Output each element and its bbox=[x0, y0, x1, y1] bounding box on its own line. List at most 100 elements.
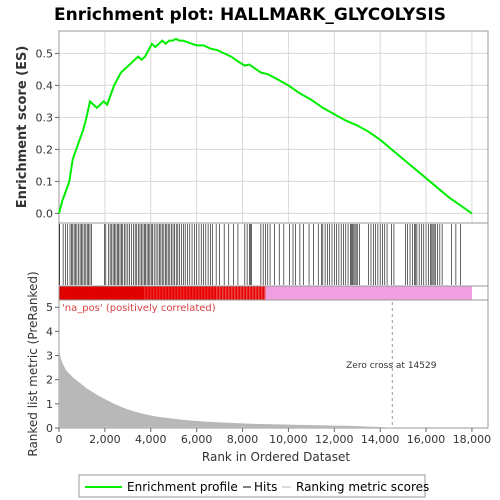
x-tick-label: 4,000 bbox=[135, 433, 167, 446]
color-bar-stripe bbox=[87, 286, 89, 300]
color-bar-negative bbox=[265, 286, 472, 300]
ranked-metric-panel: Zero cross at 14529 'na_pos' (positively… bbox=[26, 271, 489, 457]
color-bar-stripe bbox=[177, 286, 179, 300]
color-bar-stripe bbox=[123, 286, 125, 300]
color-bar-stripe bbox=[81, 286, 83, 300]
color-bar-stripe bbox=[69, 286, 71, 300]
color-bar-stripe bbox=[198, 286, 200, 300]
color-bar-stripe bbox=[222, 286, 224, 300]
color-bar-stripe bbox=[243, 286, 245, 300]
color-bar-stripe bbox=[180, 286, 182, 300]
metric-y-tick-label: 2 bbox=[46, 374, 53, 387]
color-bar-stripe bbox=[162, 286, 164, 300]
x-tick-label: 10,000 bbox=[269, 433, 308, 446]
color-bar-stripe bbox=[102, 286, 104, 300]
es-line bbox=[58, 37, 473, 215]
es-y-tick-label: 0.1 bbox=[36, 175, 54, 188]
color-bar-stripe bbox=[195, 286, 197, 300]
color-bar-stripe bbox=[219, 286, 221, 300]
es-gridlines bbox=[58, 31, 488, 223]
color-bar-stripe bbox=[225, 286, 227, 300]
color-bar-stripe bbox=[192, 286, 194, 300]
legend-hits-label: Hits bbox=[254, 480, 277, 494]
color-bar-stripe bbox=[99, 286, 101, 300]
color-bar-stripe bbox=[216, 286, 218, 300]
color-bar-stripe bbox=[255, 286, 257, 300]
color-bar-stripe bbox=[264, 286, 266, 300]
chart-title: Enrichment plot: HALLMARK_GLYCOLYSIS bbox=[54, 5, 446, 25]
x-axis: 0 2,000 4,000 6,000 8,000 10,000 12,000 14,000 1… bbox=[56, 428, 491, 464]
color-bar-stripe bbox=[156, 286, 158, 300]
color-bar-stripe bbox=[168, 286, 170, 300]
color-bar-stripe bbox=[261, 286, 263, 300]
color-bar-stripe bbox=[201, 286, 203, 300]
metric-y-axis-label: Ranked list metric (PreRanked) bbox=[26, 271, 40, 456]
metric-panel-frame bbox=[58, 299, 489, 429]
color-bar-stripe bbox=[132, 286, 134, 300]
color-bar-stripe bbox=[246, 286, 248, 300]
color-bar-stripe bbox=[108, 286, 110, 300]
color-bar-stripe bbox=[258, 286, 260, 300]
color-bar-stripe bbox=[186, 286, 188, 300]
color-bar-stripe bbox=[84, 286, 86, 300]
color-bar-stripe bbox=[93, 286, 95, 300]
color-bar-stripe bbox=[210, 286, 212, 300]
color-bar-stripe bbox=[147, 286, 149, 300]
color-bar-stripes bbox=[60, 286, 266, 300]
color-bar-stripe bbox=[231, 286, 233, 300]
x-axis-label: Rank in Ordered Dataset bbox=[202, 450, 350, 464]
es-y-tick-label: 0.5 bbox=[36, 47, 54, 60]
hit-lines bbox=[59, 224, 461, 285]
color-bar-stripe bbox=[96, 286, 98, 300]
x-tick-label: 6,000 bbox=[181, 433, 213, 446]
enrichment-score-panel: 0.0 0.1 0.2 0.3 0.4 0.5 Enrichment score (ES) bbox=[15, 30, 489, 224]
color-bar-stripe bbox=[150, 286, 152, 300]
color-bar-stripe bbox=[72, 286, 74, 300]
zero-cross-label: Zero cross at 14529 bbox=[346, 361, 437, 371]
hits-panel-frame bbox=[58, 222, 489, 287]
x-tick-label: 14,000 bbox=[361, 433, 400, 446]
es-y-tick-label: 0.4 bbox=[36, 79, 54, 92]
legend-metric-label: Ranking metric scores bbox=[296, 480, 429, 494]
x-tick-label: 0 bbox=[56, 433, 63, 446]
es-y-ticks: 0.0 0.1 0.2 0.3 0.4 0.5 bbox=[36, 47, 59, 220]
legend-es-label: Enrichment profile bbox=[127, 480, 238, 494]
color-bar-stripe bbox=[129, 286, 131, 300]
color-bar-stripe bbox=[207, 286, 209, 300]
color-bar-stripe bbox=[213, 286, 215, 300]
color-bar-stripe bbox=[153, 286, 155, 300]
color-bar-stripe bbox=[165, 286, 167, 300]
metric-y-tick-label: 5 bbox=[46, 301, 53, 314]
x-ticks: 0 2,000 4,000 6,000 8,000 10,000 12,000 14,000 1… bbox=[56, 428, 491, 446]
color-bar-stripe bbox=[171, 286, 173, 300]
color-bar-stripe bbox=[228, 286, 230, 300]
color-bar-stripe bbox=[252, 286, 254, 300]
color-bar-stripe bbox=[120, 286, 122, 300]
color-bar-stripe bbox=[249, 286, 251, 300]
es-y-tick-label: 0.0 bbox=[36, 207, 54, 220]
color-bar-stripe bbox=[234, 286, 236, 300]
color-bar-stripe bbox=[117, 286, 119, 300]
metric-y-tick-label: 0 bbox=[46, 422, 53, 435]
ranked-metric-area bbox=[59, 345, 393, 428]
color-bar-stripe bbox=[237, 286, 239, 300]
metric-y-tick-label: 3 bbox=[46, 350, 53, 363]
color-bar-stripe bbox=[174, 286, 176, 300]
metric-y-ticks: 0 1 2 3 4 5 bbox=[46, 301, 59, 435]
color-bar-stripe bbox=[111, 286, 113, 300]
hits-panel bbox=[58, 222, 489, 287]
color-bar-stripe bbox=[144, 286, 146, 300]
rank-color-bar bbox=[58, 285, 489, 301]
color-bar-stripe bbox=[126, 286, 128, 300]
color-bar-stripe bbox=[60, 286, 62, 300]
color-bar-stripe bbox=[141, 286, 143, 300]
color-bar-stripe bbox=[114, 286, 116, 300]
x-tick-label: 16,000 bbox=[407, 433, 446, 446]
color-bar-stripe bbox=[138, 286, 140, 300]
color-bar-stripe bbox=[240, 286, 242, 300]
color-bar-stripe bbox=[183, 286, 185, 300]
es-y-axis-label: Enrichment score (ES) bbox=[15, 46, 30, 209]
es-y-tick-label: 0.2 bbox=[36, 143, 54, 156]
es-y-tick-label: 0.3 bbox=[36, 111, 54, 124]
color-bar-stripe bbox=[75, 286, 77, 300]
